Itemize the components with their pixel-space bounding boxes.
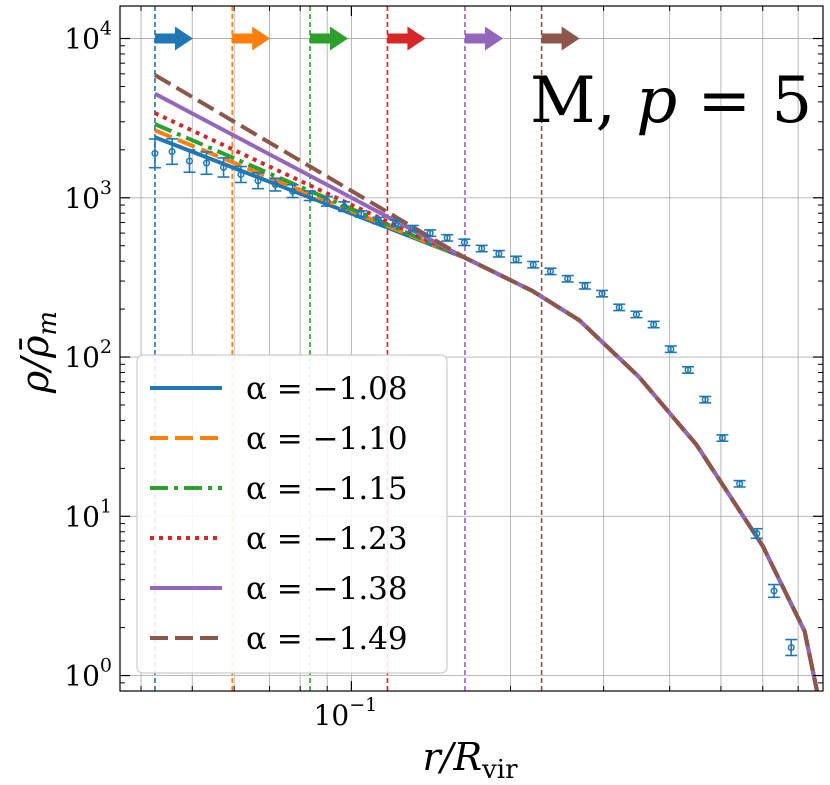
data-point [460,238,468,246]
data-point [495,250,503,258]
data-point [546,267,555,275]
legend-label: α = −1.38 [246,571,408,607]
data-point [564,275,572,283]
y-tick-label: 103 [64,177,112,215]
data-point [392,219,400,227]
data-point [374,216,382,225]
data-point [529,261,537,269]
data-point [409,225,417,233]
data-point [632,310,640,319]
data-point [667,345,675,353]
y-tick-label: 100 [64,655,112,693]
axis-ticks [120,6,823,692]
data-point [340,203,348,211]
data-point [512,255,520,263]
legend-label: α = −1.08 [246,371,408,407]
data-point [581,282,589,290]
plot-frame [119,5,824,692]
data-point [202,159,211,167]
region-arrow [387,26,426,51]
data-point [478,244,486,253]
data-point [168,148,176,156]
region-arrows [154,26,580,51]
data-point [684,366,692,374]
grid [120,6,823,691]
y-tick-label: 101 [64,495,112,533]
y-tick-label: 102 [64,336,112,374]
simulation-points [148,138,798,657]
data-point [426,229,434,237]
data-point [237,170,245,179]
region-arrow [541,26,580,51]
data-point [753,529,761,538]
data-point [151,149,159,157]
data-point [254,177,262,185]
data-point [718,434,726,442]
legend-label: α = −1.23 [246,521,408,557]
data-point [736,480,744,488]
data-point [219,163,228,172]
data-point [701,396,709,404]
region-arrow [464,26,503,51]
model-curves [153,73,819,691]
data-point [185,157,194,165]
legend-label: α = −1.10 [246,421,408,457]
legend-box [136,354,448,674]
region-arrow [309,26,348,51]
y-axis-title: ρ/ρ̄m [13,311,63,394]
data-point [306,192,314,200]
data-point [650,320,658,329]
data-point [323,197,331,205]
region-arrow [232,26,271,51]
annotation-label: M, p = 5 [530,64,812,138]
x-axis-title: r/Rvir [422,735,518,785]
data-point [271,181,279,189]
tick-labels: 100 101 102 103 104 10−1 [64,18,377,732]
data-point [289,187,297,195]
data-point [770,587,778,595]
y-tick-label: 104 [64,18,112,56]
series-line [153,73,819,691]
legend-label: α = −1.49 [246,621,408,657]
data-point [787,643,795,652]
data-point [443,234,451,242]
legend: α = −1.08 α = −1.10 α = −1.15 α = −1.23 α = … [136,354,448,674]
region-arrow [154,26,193,51]
data-point [598,290,606,298]
svg-text:ρ/ρ̄m: ρ/ρ̄m [13,311,63,394]
data-point [357,210,365,218]
x-tick-label: 10−1 [314,694,378,732]
legend-label: α = −1.15 [246,471,408,507]
data-point [615,303,623,311]
